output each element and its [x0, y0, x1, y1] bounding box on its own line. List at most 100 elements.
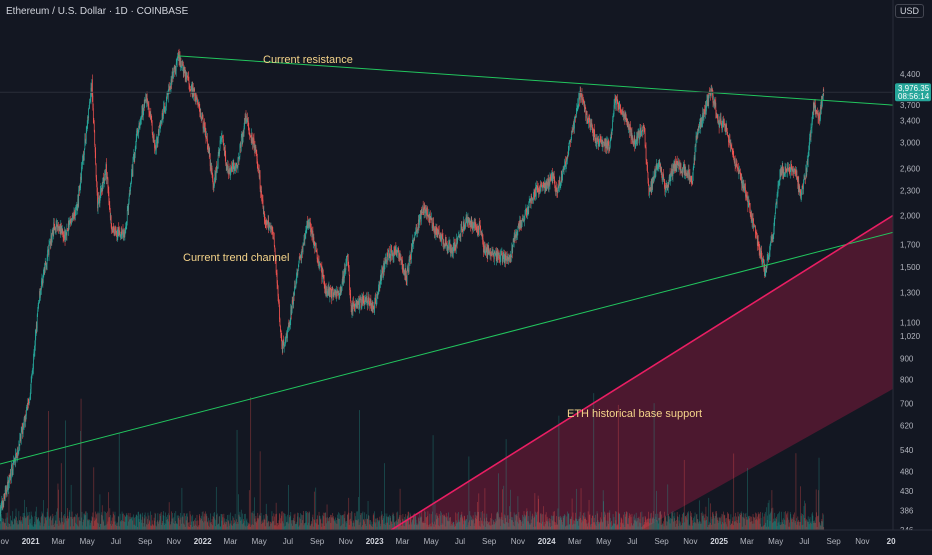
candle-body — [163, 107, 164, 115]
candle-body — [726, 125, 727, 132]
candle-body — [727, 132, 728, 135]
volume-bar — [768, 503, 769, 530]
candle-body — [433, 223, 434, 226]
volume-bar — [58, 490, 59, 530]
candle-body — [286, 338, 287, 339]
candle-body — [279, 305, 280, 319]
candle-body — [594, 131, 595, 139]
candle-body — [67, 228, 68, 230]
candle-body — [448, 243, 449, 248]
candle-body — [33, 359, 34, 368]
volume-bar — [819, 458, 820, 530]
candle-body — [645, 134, 646, 147]
candle-body — [131, 174, 132, 183]
candle-body — [207, 139, 208, 146]
candle-body — [93, 108, 94, 118]
candle-body — [119, 231, 120, 235]
volume-bar — [359, 410, 360, 530]
candle-body — [274, 238, 275, 245]
volume-bar — [506, 439, 507, 530]
volume-bar — [119, 433, 120, 530]
candle-body — [647, 165, 648, 172]
volume-bar — [559, 416, 560, 530]
candle-body — [88, 109, 89, 118]
candle-body — [298, 267, 299, 271]
candle-body — [330, 289, 331, 297]
candle-body — [349, 275, 350, 290]
candle-body — [506, 261, 507, 263]
candle-body — [241, 137, 242, 147]
candle-body — [166, 95, 167, 98]
candle-body — [133, 162, 134, 176]
candle-body — [278, 296, 279, 302]
candle-body — [556, 188, 557, 191]
candle-body — [174, 69, 175, 72]
volume-bar — [250, 397, 251, 530]
candle-body — [272, 230, 273, 238]
candle-body — [133, 159, 134, 161]
candle-body — [388, 252, 389, 261]
candle-body — [129, 196, 130, 202]
volume-bar — [81, 399, 82, 530]
candle-body — [587, 114, 588, 118]
candle-body — [461, 230, 462, 237]
candle-body — [69, 225, 70, 228]
volume-bar — [65, 420, 66, 530]
candle-body — [11, 467, 12, 478]
candle-body — [407, 270, 408, 282]
volume-bar — [733, 454, 734, 530]
candle-body — [375, 298, 376, 304]
volume-bar — [43, 500, 44, 530]
candle-body — [127, 210, 128, 223]
candle-body — [721, 119, 722, 124]
candle-body — [646, 147, 647, 160]
plot-area — [0, 49, 893, 530]
candle-body — [95, 152, 96, 164]
candle-body — [31, 382, 32, 389]
candle-body — [152, 122, 153, 133]
candle-body — [24, 419, 25, 425]
volume-bar — [684, 460, 685, 530]
candle-body — [263, 200, 264, 207]
candle-body — [94, 131, 95, 144]
candle-body — [315, 245, 316, 249]
candle-body — [212, 168, 213, 173]
candle-body — [576, 117, 577, 118]
candle-body — [695, 146, 696, 160]
candle-body — [525, 210, 526, 215]
candle-body — [661, 168, 662, 172]
volume-bar — [48, 411, 49, 530]
candle-body — [156, 142, 157, 148]
candle-body — [256, 147, 257, 150]
candle-body — [612, 130, 613, 133]
volume-bar — [237, 430, 238, 530]
volume-bar — [485, 488, 486, 530]
candle-body — [350, 294, 351, 302]
candle-body — [238, 157, 239, 167]
volume-bar — [288, 485, 289, 530]
candle-body — [569, 144, 570, 149]
candle-body — [98, 198, 99, 204]
candle-body — [186, 77, 187, 78]
candle-body — [214, 181, 215, 186]
candle-body — [78, 190, 79, 205]
candle-body — [346, 257, 347, 261]
candle-body — [21, 432, 22, 438]
candle-body — [427, 207, 428, 215]
candle-body — [592, 123, 593, 125]
candle-body — [414, 235, 415, 239]
volume-bar — [478, 493, 479, 530]
volume-bar — [433, 435, 434, 530]
candle-body — [297, 271, 298, 275]
candle-body — [536, 189, 537, 196]
candle-body — [610, 141, 611, 148]
candle-body — [494, 252, 495, 254]
volume-bar — [469, 456, 470, 530]
candle-body — [301, 251, 302, 258]
candle-body — [592, 125, 593, 128]
volume-bar — [654, 403, 655, 530]
candle-body — [542, 188, 543, 189]
volume-bar — [618, 405, 619, 530]
